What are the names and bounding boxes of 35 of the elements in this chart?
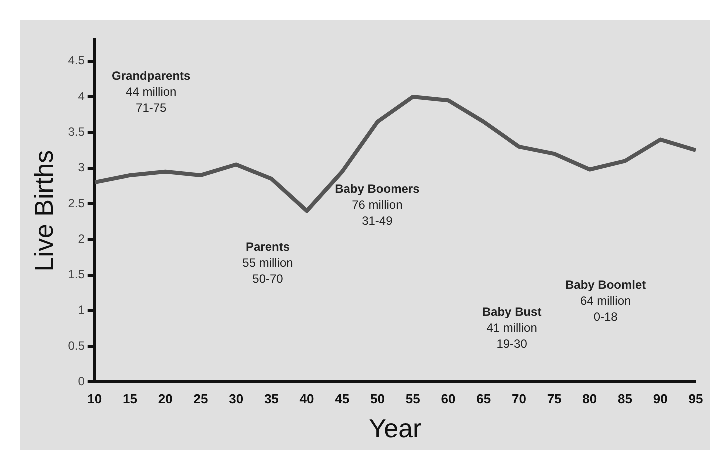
y-tick-label: 4.5: [68, 54, 86, 68]
x-tick-label: 65: [476, 392, 492, 407]
x-tick-label: 75: [547, 392, 562, 407]
x-tick-label: 95: [688, 392, 704, 407]
x-tick-label: 85: [618, 392, 633, 407]
x-tick-label: 50: [370, 392, 385, 407]
x-tick-label: 40: [300, 392, 314, 407]
y-tick-label: 0: [78, 374, 86, 389]
annotation: Baby Boomlet 64 million 0-18: [565, 278, 646, 324]
y-tick-label: 3: [78, 160, 86, 175]
y-tick-label: 2.5: [68, 196, 86, 210]
x-tick-label: 45: [335, 392, 350, 407]
x-tick-label: 25: [194, 392, 208, 407]
y-axis-title: Live Births: [28, 150, 59, 272]
x-tick-label: 60: [441, 392, 456, 407]
y-tick-label: 0.5: [68, 338, 86, 353]
annotation: Grandparents 44 million 71-75: [112, 69, 192, 116]
x-tick-label: 35: [264, 392, 279, 407]
annotation: Baby Boomers 76 million 31-49: [335, 182, 420, 228]
x-tick-label: 70: [512, 392, 526, 407]
y-tick-label: 1: [78, 303, 86, 318]
y-tick-label: 1.5: [68, 268, 86, 282]
x-tick-label: 80: [582, 392, 598, 407]
y-tick-label: 4: [78, 89, 86, 104]
x-tick-label: 10: [88, 392, 102, 407]
y-tick-label: 2: [78, 232, 86, 246]
x-tick-label: 15: [123, 392, 138, 407]
annotation: Baby Bust 41 million 19-30: [482, 305, 542, 352]
x-tick-label: 90: [653, 392, 668, 407]
x-tick-label: 55: [406, 392, 420, 407]
annotation: Parents 55 million 50-70: [242, 240, 294, 286]
x-tick-label: 20: [158, 392, 173, 407]
y-tick-label: 3.5: [68, 124, 86, 139]
x-axis-title: Year: [369, 414, 422, 444]
x-tick-label: 30: [229, 392, 244, 407]
